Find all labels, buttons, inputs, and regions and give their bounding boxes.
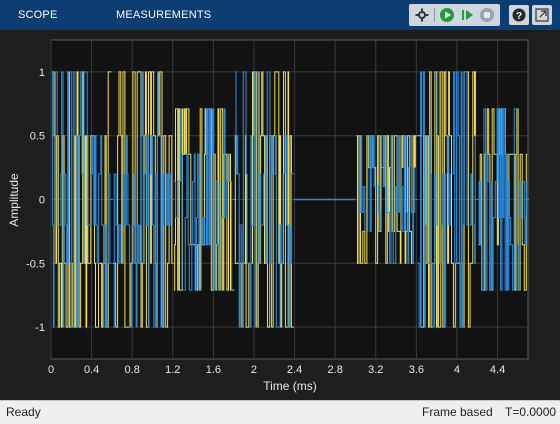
blue-trace-segment bbox=[478, 108, 528, 291]
stop-icon[interactable] bbox=[477, 5, 497, 25]
blue-trace-segment bbox=[52, 71, 112, 328]
x-tick-label: 3.6 bbox=[409, 364, 424, 376]
x-tick-label: 1.6 bbox=[206, 364, 221, 376]
y-tick-label: 1 bbox=[39, 67, 45, 79]
x-tick-label: 4.4 bbox=[490, 364, 505, 376]
blue-trace-segment bbox=[112, 71, 173, 328]
status-bar: Ready Frame based T=0.0000 bbox=[0, 400, 560, 424]
toolstrip: SCOPE MEASUREMENTS ? bbox=[0, 0, 560, 30]
svg-text:?: ? bbox=[516, 11, 522, 22]
settings-icon[interactable] bbox=[412, 5, 432, 25]
x-tick-label: 4 bbox=[454, 364, 460, 376]
x-tick-label: 3.2 bbox=[368, 364, 383, 376]
y-tick-labels: 1 0.5 0 -0.5 -1 bbox=[26, 67, 45, 334]
blue-trace-segment bbox=[417, 71, 477, 328]
status-time: T=0.0000 bbox=[505, 405, 557, 419]
y-tick-label: 0.5 bbox=[30, 131, 45, 143]
x-tick-label: 2 bbox=[251, 364, 257, 376]
status-mode: Frame based bbox=[422, 405, 493, 419]
x-tick-label: 2.8 bbox=[328, 364, 343, 376]
x-axis-label: Time (ms) bbox=[263, 379, 317, 393]
y-tick-label: -1 bbox=[35, 322, 45, 334]
tab-scope[interactable]: SCOPE bbox=[18, 9, 58, 21]
help-icon[interactable]: ? bbox=[509, 5, 529, 25]
x-tick-label: 0.4 bbox=[84, 364, 99, 376]
y-axis-label: Amplitude bbox=[7, 173, 21, 227]
simulation-controls bbox=[409, 4, 500, 26]
tab-measurements[interactable]: MEASUREMENTS bbox=[116, 9, 212, 21]
run-icon[interactable] bbox=[437, 5, 457, 25]
blue-trace-segment bbox=[356, 135, 416, 264]
scope-display: 0 0.4 0.8 1.2 1.6 2 2.4 2.8 3.2 3.6 4 4.4 1 0.5 0 -0.5… bbox=[0, 30, 560, 400]
blue-trace-segment bbox=[173, 108, 234, 291]
signal-traces bbox=[52, 71, 529, 328]
x-tick-labels: 0 0.4 0.8 1.2 1.6 2 2.4 2.8 3.2 3.6 4 4.4 bbox=[48, 364, 505, 376]
x-tick-label: 0 bbox=[48, 364, 54, 376]
y-tick-label: 0 bbox=[39, 195, 45, 207]
undock-icon[interactable] bbox=[532, 5, 552, 25]
quick-access-bar: ? bbox=[409, 3, 552, 27]
x-tick-label: 2.4 bbox=[287, 364, 302, 376]
separator bbox=[434, 8, 435, 22]
x-tick-label: 1.2 bbox=[165, 364, 180, 376]
step-forward-icon[interactable] bbox=[457, 5, 477, 25]
x-tick-label: 0.8 bbox=[125, 364, 140, 376]
status-ready: Ready bbox=[6, 405, 41, 419]
yellow-trace-segment bbox=[52, 71, 112, 328]
plot-svg: 0 0.4 0.8 1.2 1.6 2 2.4 2.8 3.2 3.6 4 4.4 1 0.5 0 -0.5… bbox=[7, 39, 529, 393]
y-tick-label: -0.5 bbox=[26, 258, 45, 270]
blue-trace-segment bbox=[234, 71, 295, 328]
